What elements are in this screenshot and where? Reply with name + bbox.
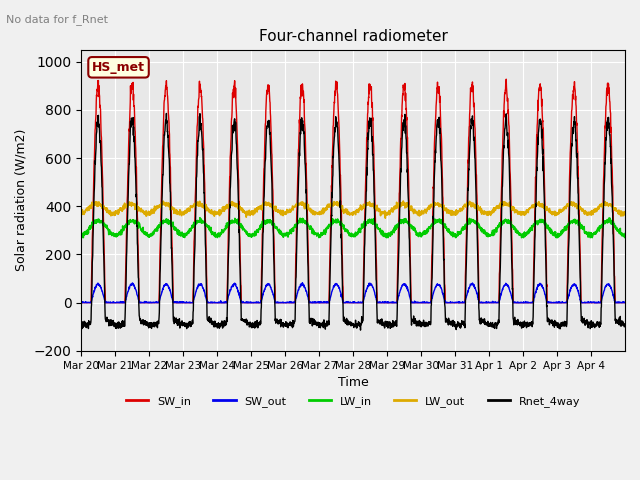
Legend: SW_in, SW_out, LW_in, LW_out, Rnet_4way: SW_in, SW_out, LW_in, LW_out, Rnet_4way (122, 392, 584, 411)
X-axis label: Time: Time (338, 376, 369, 389)
Y-axis label: Solar radiation (W/m2): Solar radiation (W/m2) (15, 129, 28, 272)
Text: HS_met: HS_met (92, 61, 145, 74)
Title: Four-channel radiometer: Four-channel radiometer (259, 29, 447, 44)
Text: No data for f_Rnet: No data for f_Rnet (6, 14, 108, 25)
